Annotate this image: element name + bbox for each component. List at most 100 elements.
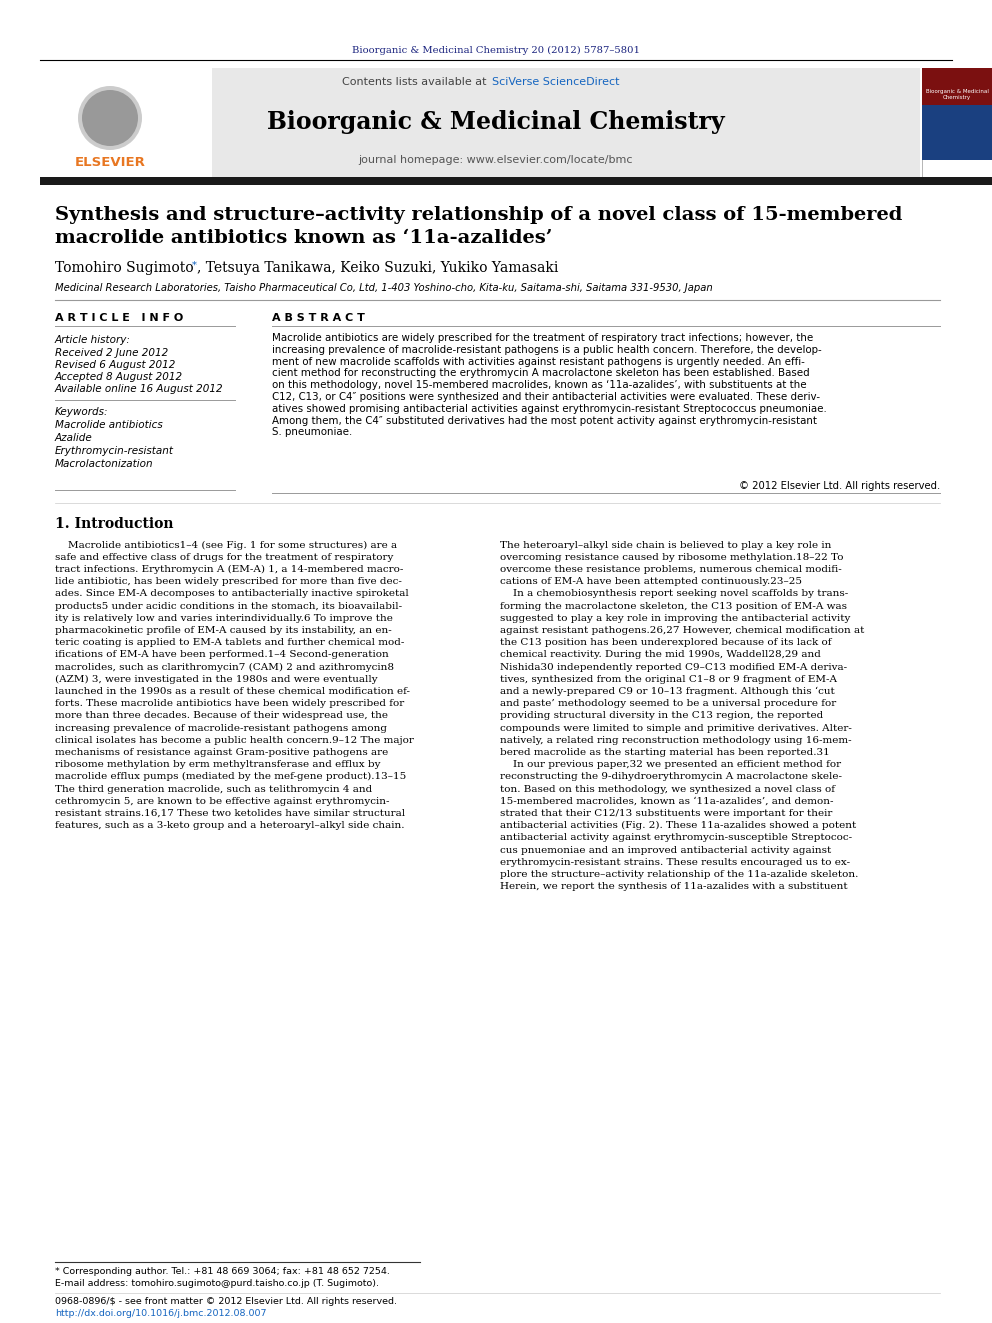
Text: Herein, we report the synthesis of 11a-azalides with a substituent: Herein, we report the synthesis of 11a-a…: [500, 882, 847, 892]
Text: 15-membered macrolides, known as ‘11a-azalides’, and demon-: 15-membered macrolides, known as ‘11a-az…: [500, 796, 833, 806]
Text: 1. Introduction: 1. Introduction: [55, 517, 174, 531]
Text: Macrolactonization: Macrolactonization: [55, 459, 154, 468]
Text: and paste’ methodology seemed to be a universal procedure for: and paste’ methodology seemed to be a un…: [500, 699, 836, 708]
Text: Macrolide antibiotics: Macrolide antibiotics: [55, 419, 163, 430]
Text: macrolide antibiotics known as ‘11a-azalides’: macrolide antibiotics known as ‘11a-azal…: [55, 229, 553, 247]
Text: (AZM) 3, were investigated in the 1980s and were eventually: (AZM) 3, were investigated in the 1980s …: [55, 675, 378, 684]
Text: ton. Based on this methodology, we synthesized a novel class of: ton. Based on this methodology, we synth…: [500, 785, 835, 794]
Text: increasing prevalence of macrolide-resistant pathogens among: increasing prevalence of macrolide-resis…: [55, 724, 387, 733]
Text: Contents lists available at: Contents lists available at: [342, 77, 490, 87]
Text: and a newly-prepared C9 or 10–13 fragment. Although this ‘cut: and a newly-prepared C9 or 10–13 fragmen…: [500, 687, 834, 696]
Text: providing structural diversity in the C13 region, the reported: providing structural diversity in the C1…: [500, 712, 823, 720]
Text: 0968-0896/$ - see front matter © 2012 Elsevier Ltd. All rights reserved.: 0968-0896/$ - see front matter © 2012 El…: [55, 1298, 397, 1307]
Circle shape: [82, 90, 138, 146]
Text: C12, C13, or C4″ positions were synthesized and their antibacterial activities w: C12, C13, or C4″ positions were synthesi…: [272, 392, 820, 402]
Text: Bioorganic & Medicinal: Bioorganic & Medicinal: [926, 90, 988, 94]
Text: the C13 position has been underexplored because of its lack of: the C13 position has been underexplored …: [500, 638, 831, 647]
Text: features, such as a 3-keto group and a heteroaryl–alkyl side chain.: features, such as a 3-keto group and a h…: [55, 822, 405, 830]
Text: products5 under acidic conditions in the stomach, its bioavailabil-: products5 under acidic conditions in the…: [55, 602, 402, 610]
Text: teric coating is applied to EM-A tablets and further chemical mod-: teric coating is applied to EM-A tablets…: [55, 638, 405, 647]
Text: Nishida30 independently reported C9–C13 modified EM-A deriva-: Nishida30 independently reported C9–C13 …: [500, 663, 847, 672]
Text: overcoming resistance caused by ribosome methylation.18–22 To: overcoming resistance caused by ribosome…: [500, 553, 843, 562]
Text: http://dx.doi.org/10.1016/j.bmc.2012.08.007: http://dx.doi.org/10.1016/j.bmc.2012.08.…: [55, 1308, 267, 1318]
Text: compounds were limited to simple and primitive derivatives. Alter-: compounds were limited to simple and pri…: [500, 724, 852, 733]
Text: Accepted 8 August 2012: Accepted 8 August 2012: [55, 372, 184, 382]
Text: increasing prevalence of macrolide-resistant pathogens is a public health concer: increasing prevalence of macrolide-resis…: [272, 345, 821, 355]
Text: ribosome methylation by erm methyltransferase and efflux by: ribosome methylation by erm methyltransf…: [55, 761, 381, 769]
Text: launched in the 1990s as a result of these chemical modification ef-: launched in the 1990s as a result of the…: [55, 687, 410, 696]
Text: antibacterial activity against erythromycin-susceptible Streptococ-: antibacterial activity against erythromy…: [500, 833, 852, 843]
Text: A B S T R A C T: A B S T R A C T: [272, 314, 365, 323]
Text: plore the structure–activity relationship of the 11a-azalide skeleton.: plore the structure–activity relationshi…: [500, 871, 858, 878]
Text: pharmacokinetic profile of EM-A caused by its instability, an en-: pharmacokinetic profile of EM-A caused b…: [55, 626, 392, 635]
Text: Azalide: Azalide: [55, 433, 92, 443]
Text: resistant strains.16,17 These two ketolides have similar structural: resistant strains.16,17 These two ketoli…: [55, 808, 405, 818]
Bar: [922, 67, 992, 105]
Text: Keywords:: Keywords:: [55, 407, 108, 417]
Text: Among them, the C4″ substituted derivatives had the most potent activity against: Among them, the C4″ substituted derivati…: [272, 415, 817, 426]
Text: Chemistry: Chemistry: [943, 95, 971, 101]
Text: The heteroaryl–alkyl side chain is believed to play a key role in: The heteroaryl–alkyl side chain is belie…: [500, 541, 831, 549]
Text: clinical isolates has become a public health concern.9–12 The major: clinical isolates has become a public he…: [55, 736, 414, 745]
Text: bered macrolide as the starting material has been reported.31: bered macrolide as the starting material…: [500, 747, 829, 757]
Text: mechanisms of resistance against Gram-positive pathogens are: mechanisms of resistance against Gram-po…: [55, 747, 388, 757]
Text: more than three decades. Because of their widespread use, the: more than three decades. Because of thei…: [55, 712, 388, 720]
Text: * Corresponding author. Tel.: +81 48 669 3064; fax: +81 48 652 7254.: * Corresponding author. Tel.: +81 48 669…: [55, 1267, 390, 1277]
Text: E-mail address: tomohiro.sugimoto@purd.taisho.co.jp (T. Sugimoto).: E-mail address: tomohiro.sugimoto@purd.t…: [55, 1278, 379, 1287]
Text: ades. Since EM-A decomposes to antibacterially inactive spiroketal: ades. Since EM-A decomposes to antibacte…: [55, 589, 409, 598]
Text: cient method for reconstructing the erythromycin A macrolactone skeleton has bee: cient method for reconstructing the eryt…: [272, 368, 809, 378]
Text: on this methodology, novel 15-membered macrolides, known as ‘11a-azalides’, with: on this methodology, novel 15-membered m…: [272, 380, 806, 390]
Text: The third generation macrolide, such as telithromycin 4 and: The third generation macrolide, such as …: [55, 785, 372, 794]
Text: ity is relatively low and varies interindividually.6 To improve the: ity is relatively low and varies interin…: [55, 614, 393, 623]
Text: lide antibiotic, has been widely prescribed for more than five dec-: lide antibiotic, has been widely prescri…: [55, 577, 402, 586]
Text: ELSEVIER: ELSEVIER: [74, 156, 146, 168]
Bar: [40, 177, 992, 185]
Text: Tomohiro Sugimoto: Tomohiro Sugimoto: [55, 261, 193, 275]
Text: antibacterial activities (Fig. 2). These 11a-azalides showed a potent: antibacterial activities (Fig. 2). These…: [500, 822, 856, 830]
Text: ment of new macrolide scaffolds with activities against resistant pathogens is u: ment of new macrolide scaffolds with act…: [272, 357, 805, 366]
Text: forts. These macrolide antibiotics have been widely prescribed for: forts. These macrolide antibiotics have …: [55, 699, 405, 708]
Text: suggested to play a key role in improving the antibacterial activity: suggested to play a key role in improvin…: [500, 614, 850, 623]
Text: overcome these resistance problems, numerous chemical modifi-: overcome these resistance problems, nume…: [500, 565, 842, 574]
Text: A R T I C L E   I N F O: A R T I C L E I N F O: [55, 314, 184, 323]
Text: Medicinal Research Laboratories, Taisho Pharmaceutical Co, Ltd, 1-403 Yoshino-ch: Medicinal Research Laboratories, Taisho …: [55, 283, 712, 292]
Text: against resistant pathogens.26,27 However, chemical modification at: against resistant pathogens.26,27 Howeve…: [500, 626, 864, 635]
Text: chemical reactivity. During the mid 1990s, Waddell28,29 and: chemical reactivity. During the mid 1990…: [500, 651, 820, 659]
Text: tives, synthesized from the original C1–8 or 9 fragment of EM-A: tives, synthesized from the original C1–…: [500, 675, 837, 684]
Text: Available online 16 August 2012: Available online 16 August 2012: [55, 384, 223, 394]
Text: *: *: [192, 261, 196, 270]
Text: cus pnuemoniae and an improved antibacterial activity against: cus pnuemoniae and an improved antibacte…: [500, 845, 831, 855]
Text: Macrolide antibiotics1–4 (see Fig. 1 for some structures) are a: Macrolide antibiotics1–4 (see Fig. 1 for…: [55, 540, 397, 549]
Text: atives showed promising antibacterial activities against erythromycin-resistant : atives showed promising antibacterial ac…: [272, 404, 826, 414]
Text: erythromycin-resistant strains. These results encouraged us to ex-: erythromycin-resistant strains. These re…: [500, 857, 850, 867]
Text: journal homepage: www.elsevier.com/locate/bmc: journal homepage: www.elsevier.com/locat…: [359, 155, 633, 165]
Text: cethromycin 5, are known to be effective against erythromycin-: cethromycin 5, are known to be effective…: [55, 796, 390, 806]
Bar: [922, 67, 992, 179]
Text: SciVerse ScienceDirect: SciVerse ScienceDirect: [492, 77, 619, 87]
Text: macrolide efflux pumps (mediated by the mef-gene product).13–15: macrolide efflux pumps (mediated by the …: [55, 773, 407, 782]
Text: Bioorganic & Medicinal Chemistry 20 (2012) 5787–5801: Bioorganic & Medicinal Chemistry 20 (201…: [352, 45, 640, 54]
Text: In our previous paper,32 we presented an efficient method for: In our previous paper,32 we presented an…: [500, 761, 841, 769]
Circle shape: [78, 86, 142, 149]
Text: Erythromycin-resistant: Erythromycin-resistant: [55, 446, 174, 456]
Bar: [922, 105, 992, 160]
Text: reconstructing the 9-dihydroerythromycin A macrolactone skele-: reconstructing the 9-dihydroerythromycin…: [500, 773, 842, 782]
Text: forming the macrolactone skeleton, the C13 position of EM-A was: forming the macrolactone skeleton, the C…: [500, 602, 847, 610]
Text: © 2012 Elsevier Ltd. All rights reserved.: © 2012 Elsevier Ltd. All rights reserved…: [739, 482, 940, 491]
Text: natively, a related ring reconstruction methodology using 16-mem-: natively, a related ring reconstruction …: [500, 736, 851, 745]
Text: Article history:: Article history:: [55, 335, 131, 345]
Bar: [40, 67, 920, 179]
Text: Received 2 June 2012: Received 2 June 2012: [55, 348, 169, 359]
Text: cations of EM-A have been attempted continuously.23–25: cations of EM-A have been attempted cont…: [500, 577, 802, 586]
Text: Revised 6 August 2012: Revised 6 August 2012: [55, 360, 176, 370]
Text: Macrolide antibiotics are widely prescribed for the treatment of respiratory tra: Macrolide antibiotics are widely prescri…: [272, 333, 813, 343]
Text: Bioorganic & Medicinal Chemistry: Bioorganic & Medicinal Chemistry: [267, 110, 725, 134]
Text: , Tetsuya Tanikawa, Keiko Suzuki, Yukiko Yamasaki: , Tetsuya Tanikawa, Keiko Suzuki, Yukiko…: [197, 261, 558, 275]
Text: S. pneumoniae.: S. pneumoniae.: [272, 427, 352, 438]
Text: strated that their C12/13 substituents were important for their: strated that their C12/13 substituents w…: [500, 808, 832, 818]
Text: In a chemobiosynthesis report seeking novel scaffolds by trans-: In a chemobiosynthesis report seeking no…: [500, 589, 848, 598]
Text: Synthesis and structure–activity relationship of a novel class of 15-membered: Synthesis and structure–activity relatio…: [55, 206, 903, 224]
Bar: [40, 67, 212, 179]
Text: safe and effective class of drugs for the treatment of respiratory: safe and effective class of drugs for th…: [55, 553, 394, 562]
Text: tract infections. Erythromycin A (EM-A) 1, a 14-membered macro-: tract infections. Erythromycin A (EM-A) …: [55, 565, 404, 574]
